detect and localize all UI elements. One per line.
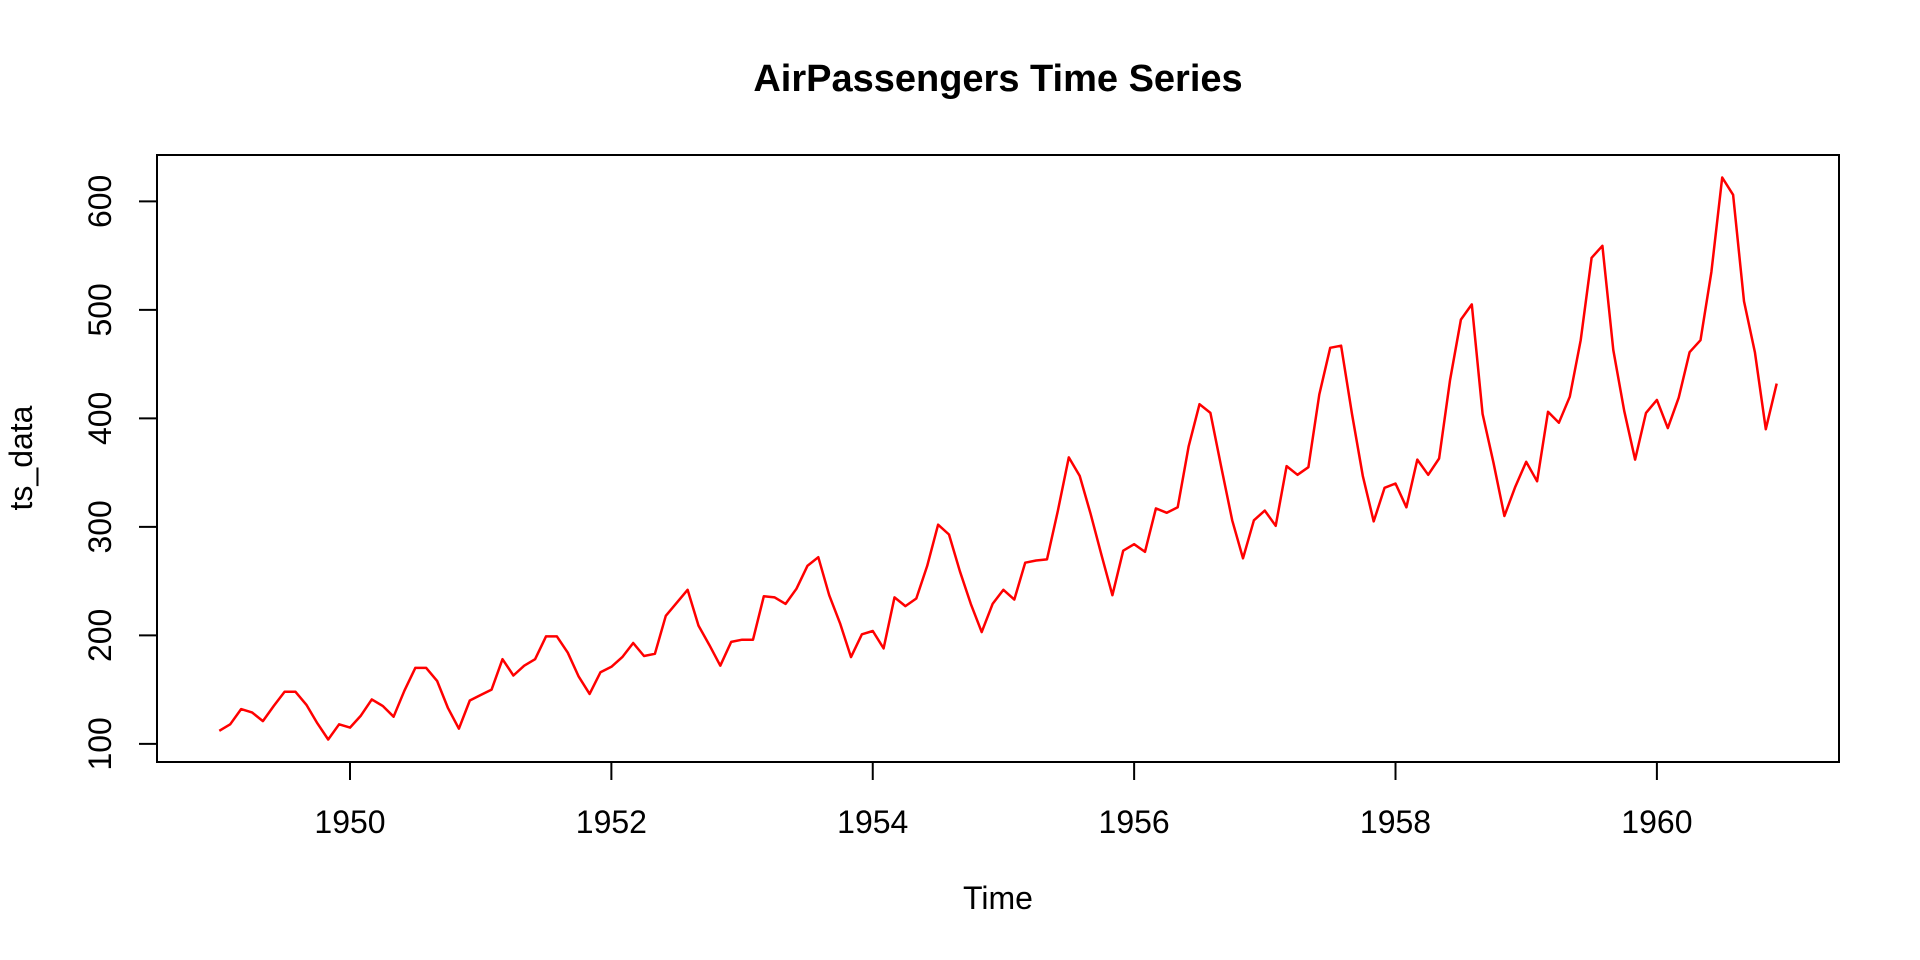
plot-box [156,154,1840,763]
x-tick-label: 1956 [1099,804,1170,840]
series-line [218,176,1778,741]
y-axis-ticks: 100 200 300 400 500 600 [82,175,157,771]
y-tick-label: 200 [82,609,118,662]
x-axis-ticks: 1950 1952 1954 1956 1958 1960 [314,762,1692,840]
x-axis-label: Time [963,880,1033,916]
chart-title: AirPassengers Time Series [753,58,1242,100]
y-tick-label: 100 [82,717,118,770]
x-tick-label: 1952 [576,804,647,840]
y-tick-label: 300 [82,500,118,553]
y-tick-label: 400 [82,392,118,445]
y-axis-label: ts_data [3,405,39,510]
x-tick-label: 1958 [1360,804,1431,840]
x-tick-label: 1954 [837,804,908,840]
x-tick-label: 1960 [1621,804,1692,840]
y-tick-label: 600 [82,175,118,228]
y-tick-label: 500 [82,283,118,336]
x-tick-label: 1950 [314,804,385,840]
